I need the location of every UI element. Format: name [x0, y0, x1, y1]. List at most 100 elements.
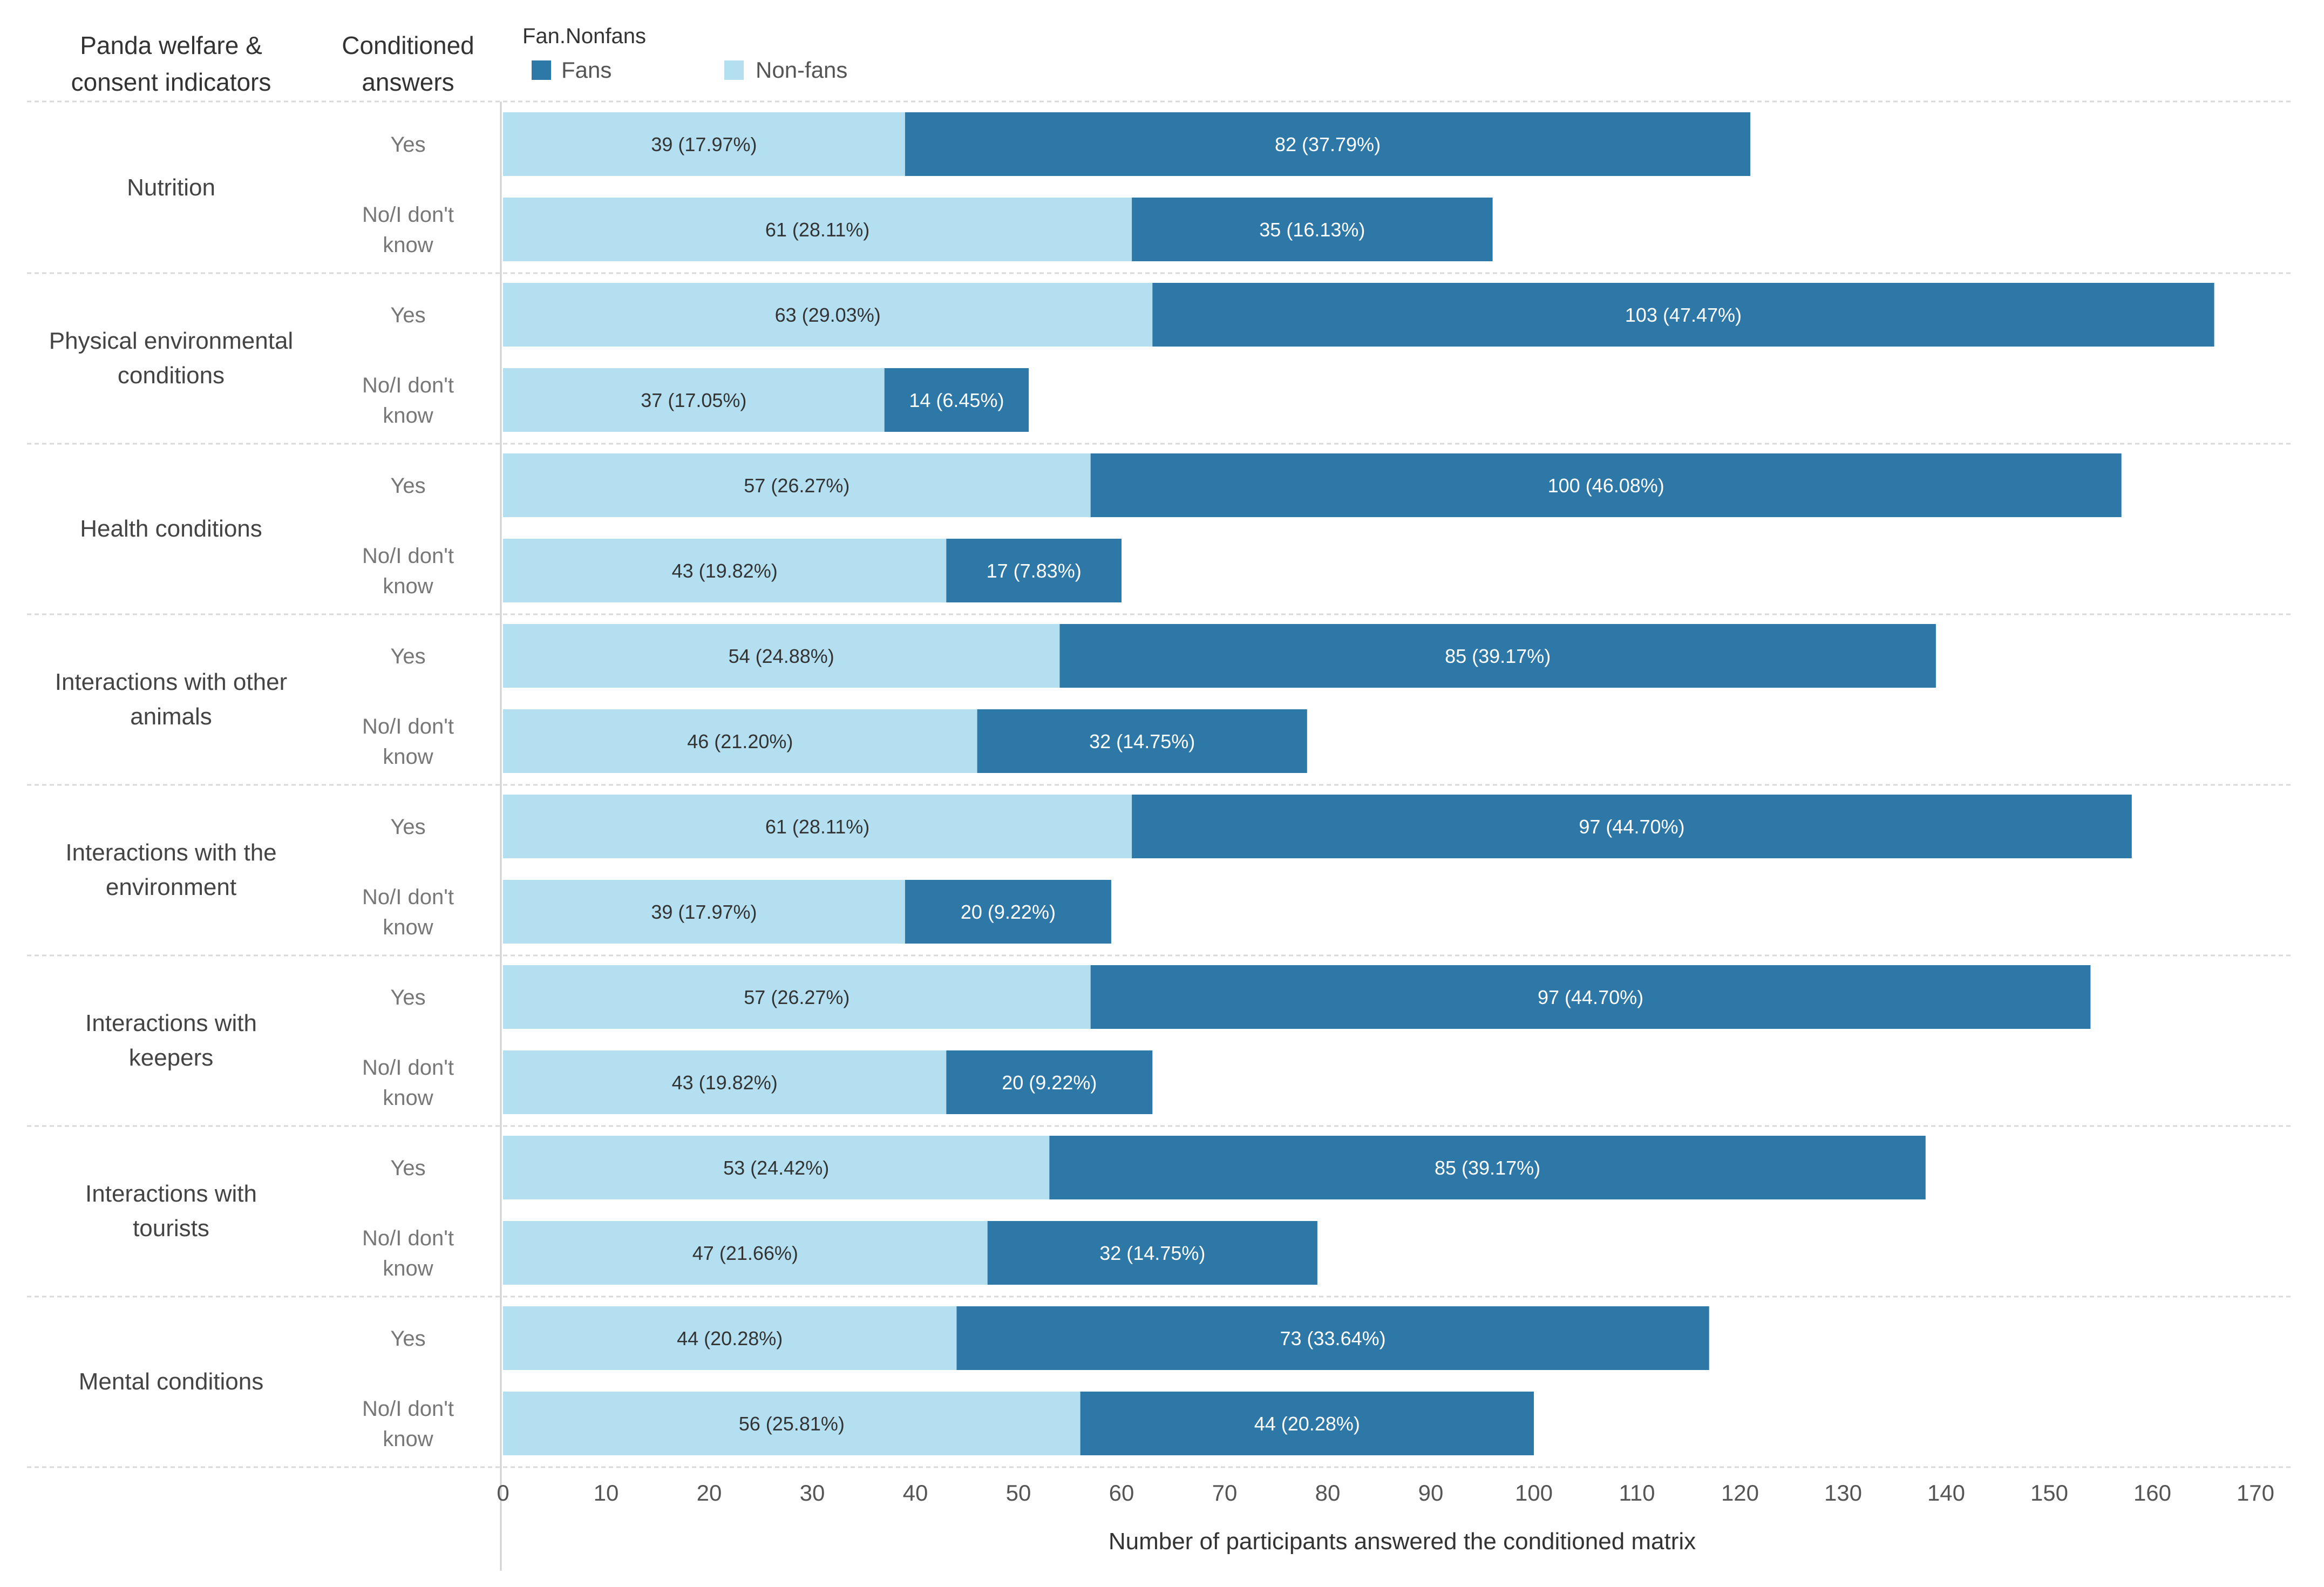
- group-label: conditions: [118, 362, 225, 389]
- bar-label-fans: 85 (39.17%): [1435, 1157, 1540, 1179]
- answer-label: No/I don't: [362, 374, 454, 397]
- bar-label-nonfans: 44 (20.28%): [677, 1327, 783, 1349]
- x-tick-label: 110: [1619, 1480, 1655, 1505]
- group-label: Interactions with: [85, 1010, 257, 1036]
- bar-label-fans: 44 (20.28%): [1254, 1413, 1360, 1435]
- bar-label-fans: 97 (44.70%): [1579, 816, 1684, 838]
- bar-fans: [946, 539, 1122, 602]
- bar-fans: [905, 112, 1751, 176]
- bar-nonfans: [503, 112, 905, 176]
- x-tick-label: 60: [1109, 1480, 1134, 1505]
- bar-nonfans: [503, 368, 885, 432]
- x-tick-label: 40: [903, 1480, 928, 1505]
- bar-label-nonfans: 43 (19.82%): [672, 1071, 778, 1094]
- rows-layer: Nutrition Yes 39 (17.97%) 82 (37.79%) No/I d…: [27, 112, 2294, 1468]
- bar-label-nonfans: 39 (17.97%): [651, 901, 757, 923]
- bar-nonfans: [503, 795, 1132, 858]
- legend: Fan.Nonfans Fans Non-fans: [522, 24, 847, 83]
- bar-fans: [1059, 624, 1936, 688]
- answer-label: Yes: [390, 303, 425, 327]
- group-label: Mental conditions: [79, 1368, 263, 1395]
- bar-nonfans: [503, 539, 947, 602]
- group-label: Nutrition: [127, 174, 215, 201]
- group-label: tourists: [133, 1215, 209, 1242]
- bar-label-fans: 14 (6.45%): [909, 389, 1004, 411]
- x-tick-label: 120: [1721, 1480, 1759, 1505]
- bar-label-fans: 85 (39.17%): [1445, 645, 1551, 667]
- bar-label-nonfans: 61 (28.11%): [765, 219, 869, 241]
- bar-fans: [1090, 965, 2091, 1029]
- answer-label: No/I don't: [362, 1056, 454, 1080]
- bar-fans: [1080, 1392, 1534, 1455]
- answer-label: know: [383, 915, 433, 939]
- indicator-header-line2: consent indicators: [71, 68, 271, 96]
- bar-label-fans: 100 (46.08%): [1548, 474, 1664, 497]
- bar-label-fans: 32 (14.75%): [1089, 730, 1195, 752]
- answer-label: No/I don't: [362, 203, 454, 227]
- bar-label-fans: 20 (9.22%): [1002, 1071, 1097, 1094]
- legend-label-nonfans: Non-fans: [756, 57, 847, 83]
- answer-label: No/I don't: [362, 885, 454, 909]
- bar-label-nonfans: 53 (24.42%): [723, 1157, 829, 1179]
- group-label: Physical environmental: [49, 328, 293, 354]
- bar-fans: [905, 880, 1111, 944]
- x-tick-label: 150: [2030, 1480, 2068, 1505]
- bar-label-fans: 103 (47.47%): [1625, 304, 1742, 326]
- bar-label-nonfans: 57 (26.27%): [744, 474, 850, 497]
- x-tick-label: 90: [1418, 1480, 1444, 1505]
- bar-nonfans: [503, 880, 905, 944]
- answers-header-line1: Conditioned: [342, 31, 474, 59]
- legend-swatch-nonfans: [724, 60, 744, 80]
- answer-label: No/I don't: [362, 1226, 454, 1250]
- answer-label: Yes: [390, 986, 425, 1009]
- bar-label-nonfans: 61 (28.11%): [765, 816, 869, 838]
- legend-swatch-fans: [532, 60, 551, 80]
- bar-label-nonfans: 43 (19.82%): [672, 560, 778, 582]
- answer-label: know: [383, 1086, 433, 1110]
- answer-label: know: [383, 1257, 433, 1280]
- x-tick-label: 170: [2237, 1480, 2274, 1505]
- bar-nonfans: [503, 198, 1132, 261]
- x-tick-label: 130: [1824, 1480, 1862, 1505]
- bar-fans: [884, 368, 1029, 432]
- bar-label-fans: 20 (9.22%): [961, 901, 1056, 923]
- answer-label: know: [383, 745, 433, 769]
- answer-label: know: [383, 574, 433, 598]
- bar-nonfans: [503, 624, 1060, 688]
- x-axis-title: Number of participants answered the cond…: [1109, 1528, 1696, 1555]
- bar-nonfans: [503, 1306, 957, 1370]
- legend-title: Fan.Nonfans: [522, 24, 646, 48]
- x-tick-label: 140: [1927, 1480, 1965, 1505]
- bar-label-nonfans: 56 (25.81%): [739, 1413, 845, 1435]
- group-label: Interactions with: [85, 1181, 257, 1207]
- x-tick-label: 70: [1212, 1480, 1238, 1505]
- x-tick-label: 20: [697, 1480, 722, 1505]
- bar-fans: [956, 1306, 1709, 1370]
- bar-nonfans: [503, 1136, 1050, 1199]
- indicator-header-line1: Panda welfare &: [80, 31, 262, 59]
- group-label: Interactions with other: [55, 669, 287, 695]
- answer-label: Yes: [390, 474, 425, 498]
- bar-label-fans: 97 (44.70%): [1538, 986, 1643, 1008]
- bar-nonfans: [503, 965, 1091, 1029]
- bar-nonfans: [503, 453, 1091, 517]
- bar-fans: [946, 1050, 1153, 1114]
- bar-fans: [1132, 198, 1493, 261]
- bar-fans: [1049, 1136, 1926, 1199]
- bar-fans: [1132, 795, 2132, 858]
- x-tick-label: 30: [800, 1480, 825, 1505]
- bar-label-nonfans: 57 (26.27%): [744, 986, 850, 1008]
- x-tick-label: 100: [1515, 1480, 1553, 1505]
- answer-label: No/I don't: [362, 544, 454, 568]
- bar-label-nonfans: 63 (29.03%): [775, 304, 881, 326]
- bar-label-fans: 17 (7.83%): [987, 560, 1082, 582]
- group-label: Interactions with the: [65, 839, 276, 866]
- answer-label: know: [383, 1427, 433, 1451]
- answer-label: Yes: [390, 1327, 425, 1351]
- answer-label: Yes: [390, 133, 425, 157]
- answer-label: No/I don't: [362, 1397, 454, 1421]
- bar-fans: [987, 1221, 1317, 1285]
- bar-label-nonfans: 54 (24.88%): [729, 645, 834, 667]
- bar-label-fans: 35 (16.13%): [1259, 219, 1365, 241]
